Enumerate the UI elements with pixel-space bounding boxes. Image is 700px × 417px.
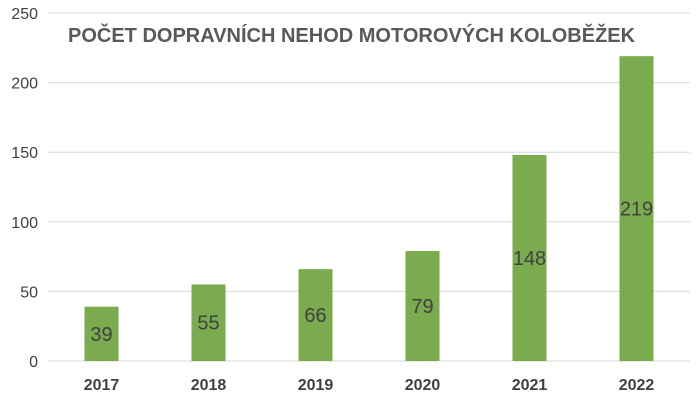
y-tick-label: 0 bbox=[29, 354, 38, 371]
x-tick-label-2021: 2021 bbox=[512, 377, 548, 394]
y-tick-label: 50 bbox=[20, 284, 38, 301]
chart-title: POČET DOPRAVNÍCH NEHOD MOTOROVÝCH KOLOBĚ… bbox=[68, 23, 636, 47]
data-label-2022: 219 bbox=[620, 199, 653, 221]
bar-2021 bbox=[512, 154, 547, 361]
x-tick-label-2017: 2017 bbox=[84, 377, 120, 394]
x-tick-label-2020: 2020 bbox=[405, 377, 441, 394]
y-tick-label: 100 bbox=[11, 215, 38, 232]
x-tick-label-2022: 2022 bbox=[619, 377, 655, 394]
data-label-2019: 66 bbox=[304, 305, 326, 327]
x-tick-label-2019: 2019 bbox=[298, 377, 334, 394]
y-tick-label: 150 bbox=[11, 145, 38, 162]
x-axis-ticks: 2017 2018 2019 2020 2021 2022 bbox=[84, 377, 655, 394]
data-label-2018: 55 bbox=[197, 313, 219, 335]
x-tick-label-2018: 2018 bbox=[191, 377, 227, 394]
bar-2020 bbox=[405, 251, 440, 361]
data-labels: 39 55 66 79 148 219 bbox=[90, 199, 653, 346]
data-label-2017: 39 bbox=[90, 324, 112, 346]
bars bbox=[84, 56, 654, 361]
bar-2018 bbox=[191, 284, 226, 361]
y-tick-label: 200 bbox=[11, 76, 38, 93]
data-label-2021: 148 bbox=[513, 248, 546, 270]
gridlines bbox=[48, 12, 690, 362]
bar-2017 bbox=[84, 306, 119, 361]
y-tick-label: 250 bbox=[11, 6, 38, 23]
bar-2022 bbox=[619, 56, 654, 361]
data-label-2020: 79 bbox=[411, 296, 433, 318]
bar-2019 bbox=[298, 269, 333, 361]
y-axis-ticks: 0 50 100 150 200 250 bbox=[11, 6, 38, 371]
